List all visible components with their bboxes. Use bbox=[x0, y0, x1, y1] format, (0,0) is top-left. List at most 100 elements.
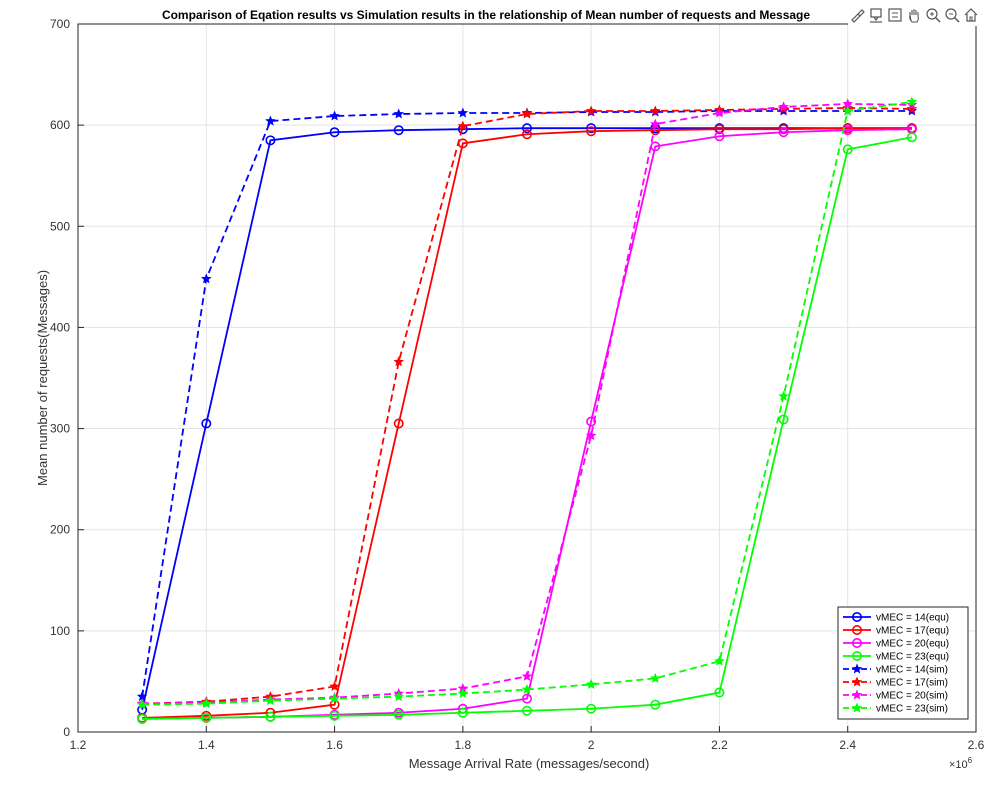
series-1 bbox=[137, 123, 917, 715]
data-point bbox=[521, 108, 533, 119]
pan-icon[interactable] bbox=[905, 5, 922, 25]
y-tick-label: 300 bbox=[50, 422, 70, 436]
legend-entry: vMEC = 17(sim) bbox=[876, 678, 948, 689]
zoom-out-icon[interactable] bbox=[944, 5, 961, 25]
data-point bbox=[585, 678, 597, 689]
data-point bbox=[714, 131, 725, 142]
data-point bbox=[778, 124, 789, 135]
series-5 bbox=[136, 105, 918, 702]
data-point bbox=[842, 144, 853, 155]
data-point bbox=[137, 713, 148, 724]
y-tick-label: 600 bbox=[50, 118, 70, 132]
data-point bbox=[585, 105, 597, 116]
data-point bbox=[778, 414, 789, 425]
x-tick-label: 2.6 bbox=[968, 738, 985, 752]
data-point bbox=[393, 108, 404, 119]
x-tick-label: 2.4 bbox=[839, 738, 856, 752]
legend-box bbox=[837, 606, 969, 720]
legend-marker bbox=[851, 650, 862, 661]
data-tip-icon[interactable] bbox=[867, 5, 884, 25]
data-point bbox=[265, 711, 276, 722]
data-point bbox=[329, 680, 340, 691]
series-line bbox=[141, 127, 912, 710]
data-point bbox=[650, 118, 661, 129]
data-point bbox=[521, 683, 533, 695]
data-point bbox=[201, 712, 212, 723]
data-point bbox=[457, 107, 469, 118]
data-point bbox=[778, 390, 789, 401]
data-point bbox=[521, 693, 532, 704]
data-point bbox=[586, 416, 597, 427]
legend-entry: vMEC = 17(equ) bbox=[876, 626, 949, 637]
data-point bbox=[457, 688, 469, 699]
series-8 bbox=[136, 96, 918, 710]
x-tick-label: 1.4 bbox=[198, 738, 215, 752]
data-point bbox=[714, 107, 725, 118]
zoom-in-icon[interactable] bbox=[925, 5, 942, 25]
y-tick-label: 400 bbox=[50, 320, 70, 334]
data-point bbox=[393, 709, 404, 720]
series-line bbox=[142, 127, 912, 719]
data-point bbox=[393, 356, 404, 367]
data-point bbox=[778, 101, 789, 112]
y-axis-label: Mean number of requests(Messages) bbox=[35, 270, 50, 486]
series-layer bbox=[136, 96, 918, 724]
series-6 bbox=[136, 102, 918, 709]
data-point bbox=[714, 655, 725, 666]
data-point bbox=[329, 110, 340, 121]
data-point bbox=[842, 105, 853, 116]
chart-title: Comparison of Eqation results vs Simulat… bbox=[162, 8, 810, 22]
x-tick-label: 2.2 bbox=[711, 738, 728, 752]
y-tick-label: 700 bbox=[50, 17, 70, 31]
data-point bbox=[265, 115, 276, 126]
data-point bbox=[521, 705, 532, 716]
y-tick-label: 200 bbox=[50, 523, 70, 537]
data-point bbox=[650, 699, 661, 710]
data-point bbox=[906, 132, 917, 143]
home-icon[interactable] bbox=[963, 5, 980, 25]
x-exponent: ×106 bbox=[949, 756, 973, 771]
data-point bbox=[714, 687, 725, 698]
data-point bbox=[778, 127, 789, 138]
series-3 bbox=[137, 124, 917, 724]
data-point bbox=[521, 129, 532, 140]
legend-entry: vMEC = 14(sim) bbox=[876, 665, 948, 676]
ticks: 1.2 1.4 1.6 1.8 2 2.2 2.4 2.6 0 100 200 300 400 500 60… bbox=[50, 17, 985, 752]
legend-marker bbox=[851, 637, 862, 648]
legend-marker bbox=[851, 676, 863, 687]
data-point bbox=[265, 695, 276, 706]
series-7 bbox=[136, 98, 918, 709]
legend-entry: vMEC = 20(equ) bbox=[876, 639, 949, 650]
legend-marker bbox=[851, 702, 863, 713]
x-tick-label: 1.6 bbox=[326, 738, 343, 752]
data-point bbox=[586, 703, 597, 714]
x-tick-label: 2 bbox=[588, 738, 595, 752]
data-point bbox=[329, 127, 340, 138]
series-line bbox=[142, 136, 913, 720]
data-point bbox=[585, 430, 597, 441]
data-point bbox=[906, 99, 918, 110]
legend: vMEC = 14(equ) vMEC = 17(equ) vMEC = 20(eq… bbox=[837, 606, 969, 720]
data-point bbox=[906, 103, 918, 114]
legend-icon[interactable] bbox=[886, 5, 903, 25]
data-point bbox=[586, 123, 597, 134]
data-point bbox=[393, 691, 404, 702]
legend-entry: vMEC = 20(sim) bbox=[876, 691, 948, 702]
data-point bbox=[265, 135, 276, 146]
data-point bbox=[201, 418, 212, 429]
data-point bbox=[329, 710, 340, 721]
x-exponent-power: 6 bbox=[968, 756, 973, 765]
data-point bbox=[714, 124, 725, 135]
series-line bbox=[142, 100, 912, 706]
data-point bbox=[201, 698, 212, 709]
data-point bbox=[650, 105, 661, 116]
data-point bbox=[201, 273, 212, 284]
legend-marker bbox=[851, 624, 862, 635]
x-tick-label: 1.2 bbox=[70, 738, 87, 752]
brush-icon[interactable] bbox=[848, 5, 865, 25]
data-point bbox=[521, 123, 532, 134]
x-tick-label: 1.8 bbox=[455, 738, 472, 752]
y-tick-label: 100 bbox=[50, 624, 70, 638]
data-point bbox=[650, 672, 661, 683]
